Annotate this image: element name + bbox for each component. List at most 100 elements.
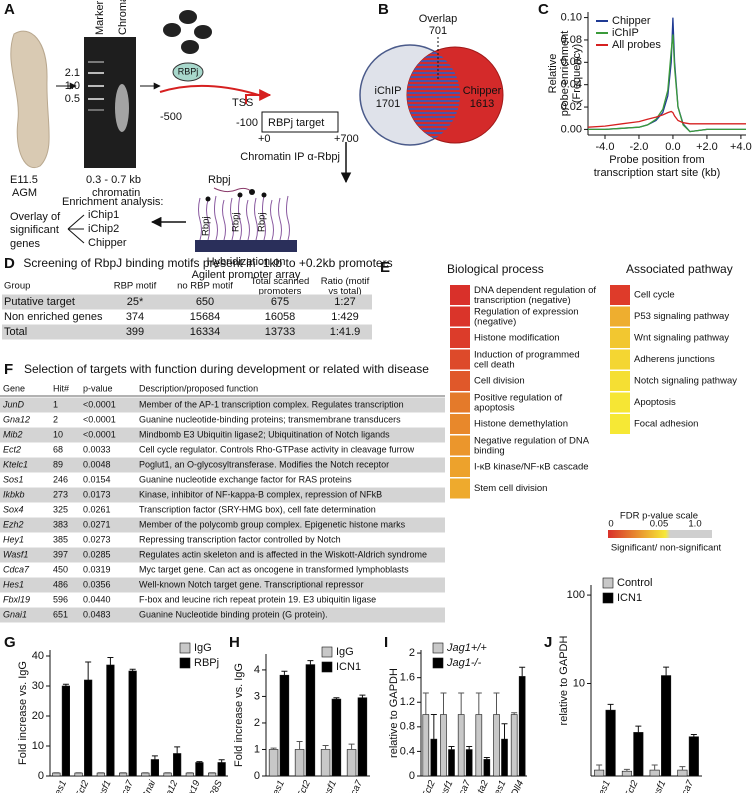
bar	[294, 749, 305, 777]
process-label: Negative regulation of DNA binding	[474, 435, 590, 456]
ellipse	[194, 25, 212, 39]
column-header: Ratio (motif vs total)	[321, 276, 370, 297]
panel-label: C	[538, 1, 549, 18]
legend-swatch	[179, 642, 191, 654]
error-bar	[322, 745, 329, 750]
panel-label: D	[4, 255, 15, 272]
process-label: Histone demethylation	[474, 419, 568, 430]
error-bar	[107, 657, 114, 665]
y-axis-label: relative to GAPDH	[388, 668, 400, 758]
panel-label: G	[4, 634, 16, 651]
fdr-swatch	[610, 392, 630, 413]
error-bar	[607, 703, 614, 711]
x-tick-label: Ect2	[295, 778, 313, 793]
row-shade	[0, 427, 445, 443]
x-tick-label: Ect2	[623, 778, 641, 793]
error-bar	[511, 712, 518, 715]
error-bar	[501, 723, 508, 740]
array-caption: Hybridization on	[207, 256, 286, 268]
antibody-label: Rbpj	[208, 174, 231, 186]
table-cell: Repressing transcription factor controll…	[139, 534, 341, 544]
column-header: Group	[4, 281, 30, 292]
fdr-swatch	[610, 349, 630, 370]
right-name: Chipper	[463, 85, 502, 97]
y-tick-label: 0.10	[561, 11, 582, 23]
table-cell: Guanine Nucleotide binding protein (G pr…	[139, 609, 328, 619]
fragment	[213, 187, 253, 193]
table-cell: <0.0001	[83, 429, 116, 439]
table-cell: 651	[53, 609, 68, 619]
y-tick-label: 1.6	[400, 672, 415, 684]
fdr-swatch	[450, 457, 470, 477]
table-cell: Poglut1, an O-glycosyltransferase. Modif…	[139, 459, 389, 469]
bar	[605, 709, 616, 777]
path	[198, 197, 202, 241]
table-cell: 0.0033	[83, 444, 111, 454]
bar	[74, 772, 83, 777]
error-bar	[690, 734, 697, 737]
path	[270, 199, 274, 241]
analysis-method: Chipper	[88, 237, 127, 249]
panel-label: E	[380, 259, 390, 276]
x-tick-label: Hes1	[50, 779, 69, 793]
legend-swatch	[602, 592, 614, 604]
row-shade	[0, 577, 445, 593]
y-axis-label: Fold increase vs. IgG	[233, 663, 245, 767]
table-cell: Member of the polycomb group complex. Ep…	[139, 519, 406, 529]
legend-label: IgG	[194, 642, 212, 654]
error-bar	[596, 764, 603, 771]
table-cell: 0.0273	[83, 534, 111, 544]
bar	[217, 762, 226, 777]
error-bar	[475, 692, 482, 715]
marker-size: 1.0	[65, 80, 80, 92]
table-cell: 15684	[190, 311, 221, 323]
text-line: transcription (negative)	[474, 295, 571, 306]
table-cell: Cdca7	[3, 564, 30, 574]
bar	[279, 674, 290, 777]
dna	[159, 84, 263, 97]
table-cell: Transcription factor (SRY-HMG box), cell…	[139, 504, 376, 514]
table-cell: 596	[53, 594, 68, 604]
text-line: vs total)	[328, 286, 361, 297]
bar	[493, 714, 500, 777]
y-tick-label: 100	[567, 589, 585, 601]
fdr-swatch	[450, 392, 470, 413]
chromatin-smear	[115, 84, 129, 132]
table-cell: 650	[196, 296, 214, 308]
pathway-label: Apoptosis	[634, 397, 676, 408]
error-bar	[430, 714, 437, 740]
overlap-label: Overlap	[419, 13, 458, 25]
column-header: Total scanned promoters	[251, 276, 310, 297]
x-tick-label: Cdca7	[452, 778, 474, 793]
table-cell: Mib2	[3, 429, 23, 439]
y-axis-label: relative to GAPDH	[558, 636, 570, 726]
rbpj-protein	[172, 62, 204, 82]
y-tick-label: 20	[32, 710, 44, 722]
circle	[237, 192, 243, 198]
table-cell: 0.0356	[83, 579, 111, 589]
y-tick-label: 0.8	[400, 721, 415, 733]
y-axis-label: (Frequency)	[571, 44, 583, 103]
y-tick-label: 0.06	[561, 56, 582, 68]
y-tick-label: 1	[254, 743, 260, 755]
table-cell: Non enriched genes	[4, 311, 103, 323]
text-line: binding	[474, 445, 505, 456]
path	[254, 197, 258, 241]
antibody	[249, 189, 255, 195]
y-tick-label: 1.2	[400, 696, 415, 708]
table-cell: Member of the AP-1 transcription complex…	[139, 399, 404, 409]
tss-label: TSS	[232, 97, 253, 109]
ellipse	[163, 23, 181, 37]
legend-swatch	[179, 657, 191, 669]
x-tick-label: Hes1	[594, 779, 613, 793]
panel-label: F	[4, 361, 13, 378]
table-cell: 0.0440	[83, 594, 111, 604]
table-cell: Hes1	[3, 579, 24, 589]
path	[222, 199, 226, 241]
fdr-swatch	[610, 414, 630, 434]
table-cell: 325	[53, 504, 68, 514]
x-tick-label: Cdca7	[114, 778, 136, 793]
table-cell: Wasf1	[3, 549, 28, 559]
